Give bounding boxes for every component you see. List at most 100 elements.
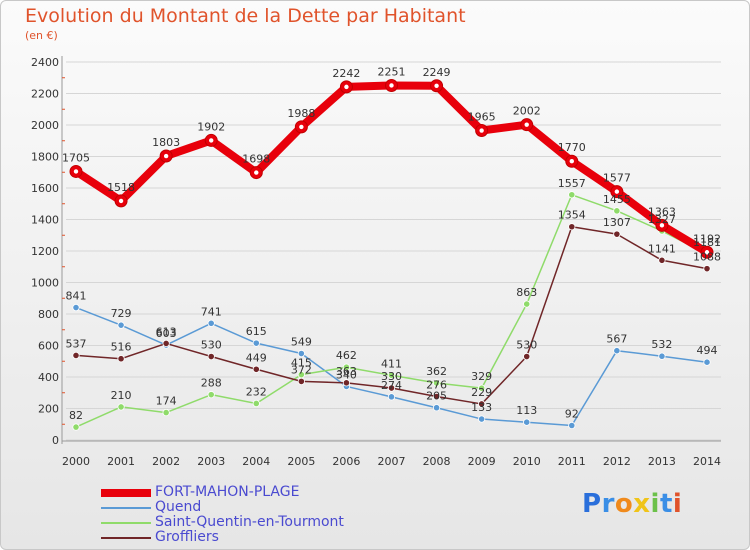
- series-point-3: [613, 230, 621, 238]
- data-label-3: 229: [471, 386, 492, 399]
- data-label-2: 411: [381, 357, 402, 370]
- series-point-1: [387, 393, 396, 401]
- series-point-2: [342, 363, 351, 371]
- series-point-center: [569, 159, 574, 164]
- data-label-1: 340: [336, 368, 357, 381]
- data-label-0: 1363: [648, 205, 676, 218]
- series-point-3: [658, 256, 666, 264]
- y-tick-label: 1000: [31, 277, 59, 290]
- legend-label: Groffliers: [155, 529, 219, 545]
- series-point-2: [613, 207, 621, 215]
- y-tick-label: 1600: [31, 182, 59, 195]
- x-tick-label: 2013: [648, 455, 676, 468]
- y-tick-label: 800: [38, 308, 59, 321]
- series-point-3: [568, 223, 576, 231]
- data-label-0: 2251: [378, 65, 406, 78]
- series-point-center: [344, 84, 349, 90]
- data-label-3: 1354: [558, 209, 586, 222]
- data-label-2: 210: [111, 389, 132, 402]
- legend-label: Saint-Quentin-en-Tourmont: [155, 514, 344, 530]
- series-point-2: [117, 403, 125, 411]
- data-label-2: 174: [156, 395, 177, 408]
- legend-label: Quend: [155, 499, 202, 515]
- data-label-3: 1307: [603, 216, 631, 229]
- series-point-center: [659, 223, 665, 228]
- series-point-2: [252, 399, 260, 408]
- data-label-1: 603: [156, 327, 177, 340]
- series-point-center: [389, 83, 394, 88]
- series-point-center: [299, 124, 304, 130]
- x-tick-label: 2003: [197, 455, 225, 468]
- x-tick-label: 2007: [378, 455, 406, 468]
- data-label-1: 841: [66, 290, 87, 303]
- logo-letter: o: [614, 489, 634, 519]
- y-tick-label: 2400: [31, 56, 59, 69]
- x-tick-label: 2014: [693, 455, 721, 468]
- series-point-center: [163, 153, 169, 159]
- data-label-3: 530: [201, 339, 222, 352]
- series-point-2: [432, 379, 441, 387]
- chart-unit: (en €): [25, 29, 58, 42]
- series-point-3: [117, 355, 125, 363]
- data-label-3: 449: [246, 351, 267, 364]
- x-tick-label: 2006: [332, 455, 360, 468]
- logo-letter: i: [650, 489, 660, 519]
- series-point-1: [432, 404, 441, 412]
- data-label-3: 613: [156, 325, 177, 338]
- logo-letter: P: [582, 489, 602, 519]
- series-point-3: [703, 265, 711, 273]
- series-point-3: [523, 352, 531, 361]
- data-label-1: 549: [291, 336, 312, 349]
- data-label-3: 530: [516, 339, 537, 352]
- x-tick-label: 2012: [603, 455, 631, 468]
- x-tick-label: 2000: [62, 455, 90, 468]
- data-label-0: 2242: [332, 67, 360, 80]
- data-label-2: 415: [291, 357, 312, 370]
- data-label-0: 1770: [558, 141, 586, 154]
- series-point-2: [478, 384, 486, 392]
- data-label-1: 113: [516, 404, 537, 417]
- series-point-1: [117, 321, 125, 329]
- data-label-0: 1518: [107, 181, 135, 194]
- chart-title: Evolution du Montant de la Dette par Hab…: [25, 5, 466, 27]
- data-label-3: 1141: [648, 242, 676, 255]
- y-tick-label: 1400: [31, 214, 59, 227]
- series-point-center: [73, 169, 79, 174]
- series-line-2: [75, 194, 708, 428]
- data-label-3: 276: [426, 379, 447, 392]
- data-label-0: 1803: [152, 136, 180, 149]
- data-label-0: 1988: [287, 107, 315, 120]
- logo-letter: r: [601, 489, 615, 519]
- series-point-3: [252, 365, 260, 373]
- data-label-2: 1327: [648, 213, 676, 226]
- data-label-0: 2002: [513, 105, 541, 118]
- data-label-1: 729: [111, 307, 132, 320]
- y-tick-label: 1800: [31, 151, 59, 164]
- y-tick-label: 200: [38, 403, 59, 416]
- data-label-1: 615: [246, 325, 267, 338]
- data-label-1: 567: [606, 333, 627, 346]
- series-point-2: [72, 423, 80, 431]
- x-tick-label: 2010: [513, 455, 541, 468]
- series-point-1: [297, 349, 305, 358]
- series-point-center: [614, 189, 620, 194]
- data-label-1: 532: [651, 338, 672, 351]
- data-label-2: 329: [471, 370, 492, 383]
- data-label-0: 1698: [242, 153, 270, 166]
- series-point-3: [387, 384, 396, 392]
- legend-label: FORT-MAHON-PLAGE: [155, 484, 300, 500]
- series-point-1: [613, 347, 621, 355]
- y-tick-label: 600: [38, 340, 59, 353]
- y-tick-label: 2000: [31, 119, 59, 132]
- data-label-2: 1455: [603, 193, 631, 206]
- series-point-center: [254, 170, 259, 175]
- data-label-1: 92: [565, 408, 579, 421]
- series-point-center: [434, 83, 439, 88]
- data-label-1: 274: [381, 379, 402, 392]
- legend-swatch: [101, 507, 151, 509]
- series-point-center: [479, 128, 484, 133]
- series-point-center: [118, 198, 124, 204]
- series-point-1: [568, 421, 576, 430]
